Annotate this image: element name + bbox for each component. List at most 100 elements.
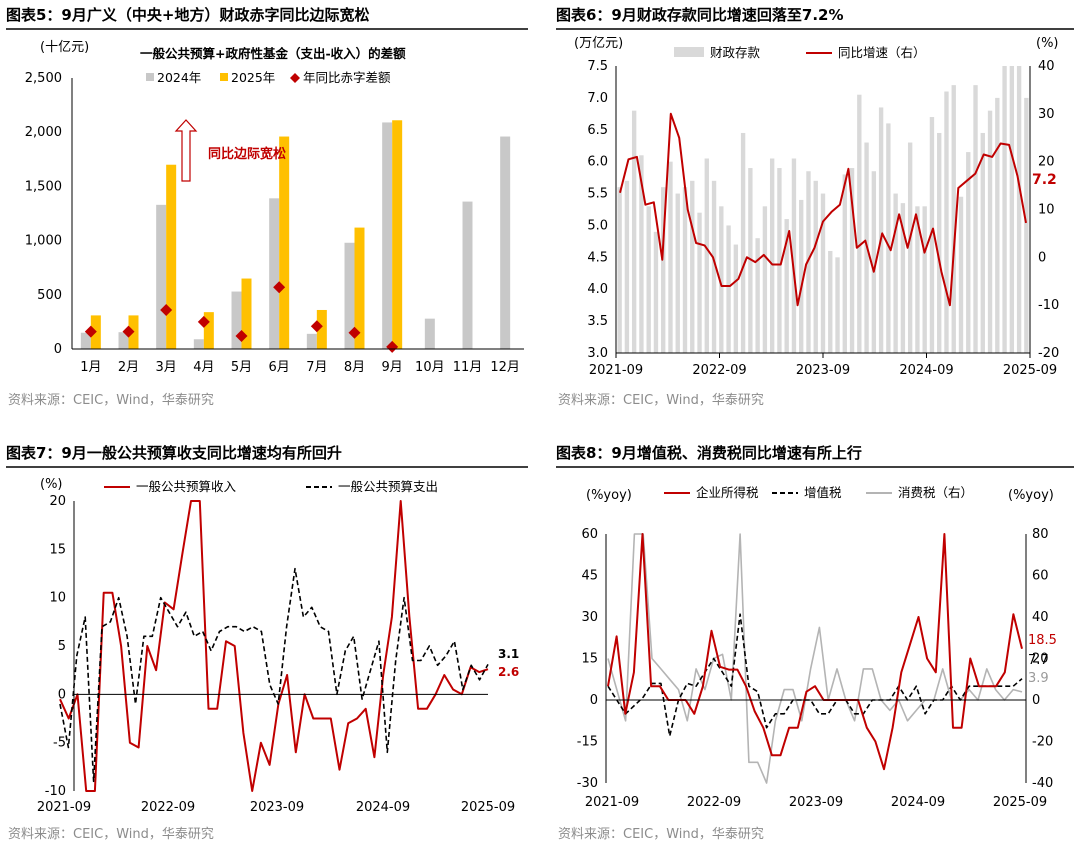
legend-label: 财政存款 (710, 45, 761, 60)
deposit-bar (639, 155, 644, 353)
deposit-bar (668, 161, 673, 353)
y-axis-label-left: (万亿元) (574, 36, 623, 51)
x-tick-label: 2025-09 (461, 800, 515, 815)
deposit-bar (697, 212, 702, 353)
x-tick-label: 2023-09 (796, 363, 850, 378)
growth-line (619, 112, 1027, 307)
deposit-bar (799, 199, 804, 353)
deposit-bar (813, 180, 818, 353)
deposit-bar (849, 168, 855, 353)
x-tick-label: 2024-09 (356, 800, 410, 815)
bar-2025 (166, 164, 177, 349)
y-tick-label: 0 (54, 342, 62, 357)
deposit-bar (653, 231, 659, 353)
bar-2024 (231, 291, 242, 349)
legend: 企业所得税 增值税 消费税（右） (664, 485, 973, 500)
x-tick-label: 5月 (231, 360, 252, 375)
diff-marker (197, 315, 210, 328)
y-tick-label: 5.5 (587, 187, 608, 202)
y2-tick-label: 30 (1038, 107, 1055, 122)
deposit-bar (857, 94, 862, 353)
y-tick-label: 2,000 (25, 125, 62, 140)
deposit-bar (711, 180, 717, 353)
tax-line-chart: 图表8：9月增值税、消费税同比增速有所上行 (%yoy) (%yoy) 企业所得… (556, 444, 1074, 842)
y-tick-label: -5 (53, 736, 66, 751)
y-tick-label: 1,000 (25, 234, 62, 249)
y-tick-label: -30 (577, 776, 598, 791)
deposit-bar (791, 158, 797, 353)
bar-2024 (382, 122, 393, 349)
legend-swatch (220, 73, 228, 81)
annotation-arrow (174, 119, 198, 182)
end-value-label: 2.6 (498, 665, 519, 679)
deposit-bar (820, 193, 826, 353)
deposit-bar (726, 225, 731, 353)
y2-tick-label: 0 (1032, 693, 1040, 708)
deposit-bar (1016, 66, 1022, 353)
chart-subtitle: 一般公共预算+政府性基金（支出-收入）的差额 (140, 46, 406, 61)
x-tick-label: 3月 (156, 360, 177, 375)
deposit-bar (828, 250, 833, 353)
consumption-tax-line (607, 533, 1023, 784)
y-tick-label: 15 (581, 652, 598, 667)
deposit-bar (624, 180, 630, 353)
deposit-bar (675, 193, 680, 353)
diff-marker (235, 329, 248, 342)
deposit-bar (784, 219, 789, 353)
deposit-bar (755, 238, 760, 353)
budget-line-chart: 图表7：9月一般公共预算收支同比增速均有所回升 (%) 一般公共预算收入 一般公共… (6, 444, 528, 842)
bar-2024 (462, 201, 473, 349)
vat-line (607, 613, 1023, 737)
y2-tick-label: 80 (1032, 527, 1049, 542)
bar-2025 (203, 312, 214, 349)
legend-label: 2024年 (157, 70, 201, 85)
bar-2025 (392, 120, 403, 349)
deposit-bar (900, 203, 906, 353)
chart-panel-tax: 图表8：9月增值税、消费税同比增速有所上行 (%yoy) (%yoy) 企业所得… (540, 424, 1080, 848)
bar-2024 (306, 333, 317, 349)
y2-tick-label: 60 (1032, 569, 1049, 584)
x-tick-label: 2024-09 (891, 795, 945, 810)
y2-tick-label: 10 (1038, 203, 1055, 218)
chart-title: 图表5：9月广义（中央+地方）财政赤字同比边际宽松 (6, 6, 369, 24)
bar-2025 (279, 136, 290, 349)
chart-title: 图表7：9月一般公共预算收支同比增速均有所回升 (6, 444, 342, 462)
deposit-bar (617, 187, 622, 353)
deposit-bar (740, 132, 746, 353)
y-tick-label: 0 (590, 693, 598, 708)
y-tick-label: 15 (49, 542, 66, 557)
deposit-bar (1002, 66, 1007, 353)
legend-label: 一般公共预算支出 (338, 479, 438, 494)
bar-2024 (118, 332, 129, 349)
x-tick-label: 2022-09 (687, 795, 741, 810)
deposit-bar (1024, 97, 1029, 353)
y-tick-label: 4.0 (587, 282, 608, 297)
deposit-bar (958, 196, 964, 353)
x-tick-label: 2021-09 (589, 363, 643, 378)
x-tick-label: 9月 (382, 360, 403, 375)
y2-tick-label: -10 (1038, 298, 1059, 313)
deposit-bar (762, 206, 768, 353)
x-tick-label: 2024-09 (899, 363, 953, 378)
legend: 财政存款 同比增速（右） (674, 45, 926, 60)
legend-label: 一般公共预算收入 (136, 479, 237, 494)
y-tick-label: -15 (577, 735, 598, 750)
chart-title: 图表8：9月增值税、消费税同比增速有所上行 (556, 444, 862, 462)
deficit-bar-chart: 图表5：9月广义（中央+地方）财政赤字同比边际宽松 (十亿元) 一般公共预算+政… (6, 6, 528, 408)
end-value-label: 18.5 (1028, 633, 1057, 648)
y-tick-label: 1,500 (25, 179, 62, 194)
diff-marker (348, 326, 361, 339)
bar-2025 (354, 227, 365, 349)
y-tick-label: 2,500 (25, 71, 62, 86)
source-note: 资料来源：CEIC，Wind，华泰研究 (8, 393, 214, 408)
x-tick-label: 11月 (453, 360, 483, 375)
source-note: 资料来源：CEIC，Wind，华泰研究 (8, 827, 214, 842)
deposit-bar (980, 132, 985, 353)
x-tick-label: 2月 (118, 360, 139, 375)
y-tick-label: 4.5 (587, 250, 608, 265)
revenue-line (59, 500, 489, 792)
y2-tick-label: 0 (1038, 250, 1046, 265)
y2-tick-label: 20 (1038, 155, 1055, 170)
deposit-bar (769, 158, 775, 353)
bar-2024 (344, 242, 355, 349)
